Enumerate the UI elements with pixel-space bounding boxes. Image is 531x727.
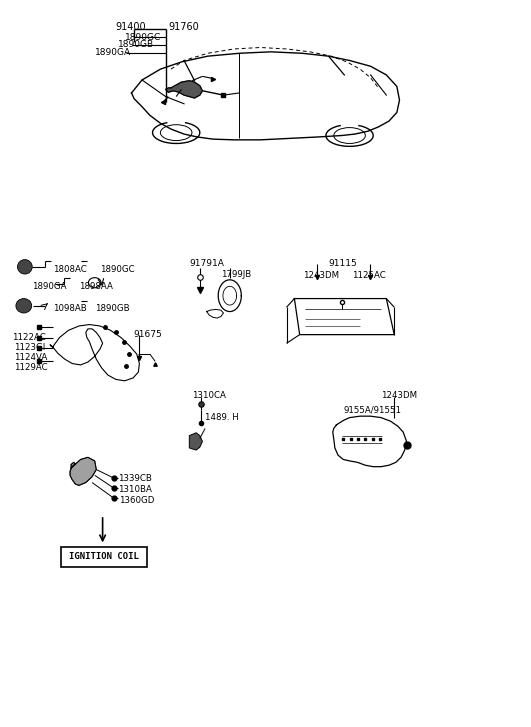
Polygon shape — [70, 457, 96, 486]
Text: 1360GD: 1360GD — [119, 496, 155, 505]
Text: 1808AC: 1808AC — [53, 265, 87, 274]
Text: 1129AC: 1129AC — [14, 364, 48, 372]
Polygon shape — [166, 81, 202, 98]
Text: 1310BA: 1310BA — [118, 485, 152, 494]
Text: 1123GI: 1123GI — [14, 343, 46, 352]
Text: 1125AC: 1125AC — [352, 271, 386, 280]
Text: 1890GA: 1890GA — [32, 282, 66, 291]
Text: 1890GC: 1890GC — [125, 33, 161, 42]
Text: 91791A: 91791A — [190, 260, 224, 268]
Text: 1799JB: 1799JB — [221, 270, 251, 279]
Text: 1890GB: 1890GB — [95, 304, 130, 313]
Text: 1124VA: 1124VA — [14, 353, 48, 362]
Text: 1890GB: 1890GB — [118, 40, 155, 49]
Text: 1898AA: 1898AA — [79, 282, 113, 291]
Text: 91675: 91675 — [133, 330, 162, 339]
Text: 1122AC: 1122AC — [12, 333, 46, 342]
Text: 9155A/91551: 9155A/91551 — [343, 406, 401, 415]
Text: 1243DM: 1243DM — [303, 271, 339, 280]
Bar — [61, 547, 147, 567]
Text: 1339CB: 1339CB — [118, 475, 152, 483]
Text: 1890GC: 1890GC — [100, 265, 135, 274]
Text: IGNITION COIL: IGNITION COIL — [68, 553, 139, 561]
Text: 1098AB: 1098AB — [53, 304, 87, 313]
Text: 91760: 91760 — [168, 22, 199, 31]
Text: 1243DM: 1243DM — [381, 391, 417, 401]
Text: 91400: 91400 — [116, 22, 147, 31]
Ellipse shape — [16, 299, 32, 313]
Polygon shape — [190, 433, 202, 450]
Text: 1310CA: 1310CA — [192, 391, 226, 401]
Ellipse shape — [18, 260, 32, 274]
Text: 91115: 91115 — [329, 260, 357, 268]
Text: 1489. H: 1489. H — [205, 413, 239, 422]
Text: 1890GA: 1890GA — [95, 48, 131, 57]
